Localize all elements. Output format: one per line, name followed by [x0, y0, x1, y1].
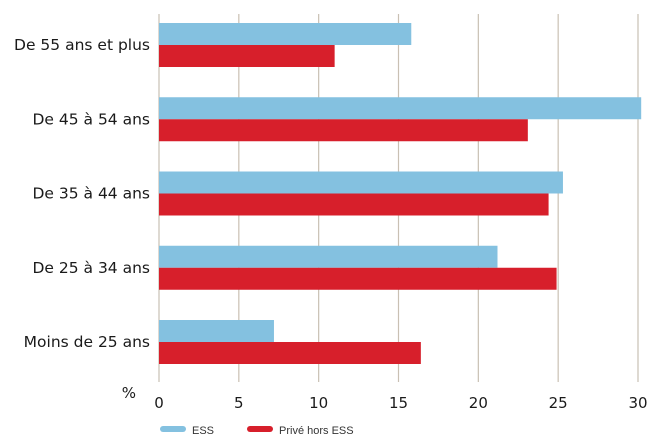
bars	[159, 23, 642, 364]
legend-swatch	[160, 426, 186, 432]
legend-swatch	[247, 426, 273, 432]
bar-ess	[159, 320, 274, 342]
category-label: De 35 à 44 ans	[32, 185, 150, 203]
legend-label: ESS	[192, 425, 214, 434]
legend: ESS Privé hors ESS	[160, 425, 354, 434]
legend-label: Privé hors ESS	[279, 425, 354, 434]
bar-prive-hors-ess	[159, 342, 421, 364]
bar-ess	[159, 171, 563, 194]
bar-ess	[159, 97, 642, 120]
bar-ess	[159, 245, 498, 268]
category-label: De 45 à 54 ans	[32, 110, 150, 128]
bar-prive-hors-ess	[159, 45, 335, 67]
bar-ess	[159, 23, 412, 45]
x-axis-ticks: 0 5 10 15 20 25 30	[154, 394, 647, 412]
category-label: De 25 à 34 ans	[32, 259, 150, 277]
x-tick-label: 15	[389, 394, 408, 412]
bar-prive-hors-ess	[159, 193, 549, 216]
x-tick-label: 20	[469, 394, 488, 412]
x-tick-label: 0	[154, 394, 164, 412]
x-tick-label: 30	[628, 394, 647, 412]
x-tick-label: 10	[309, 394, 328, 412]
category-labels: De 55 ans et plus De 45 à 54 ans De 35 à 4…	[14, 36, 150, 351]
x-tick-label: 25	[549, 394, 568, 412]
category-label: De 55 ans et plus	[14, 36, 150, 54]
bar-prive-hors-ess	[159, 119, 528, 142]
category-label: Moins de 25 ans	[24, 333, 150, 351]
x-tick-label: 5	[234, 394, 244, 412]
x-axis-unit: %	[122, 384, 136, 402]
bar-prive-hors-ess	[159, 267, 557, 290]
